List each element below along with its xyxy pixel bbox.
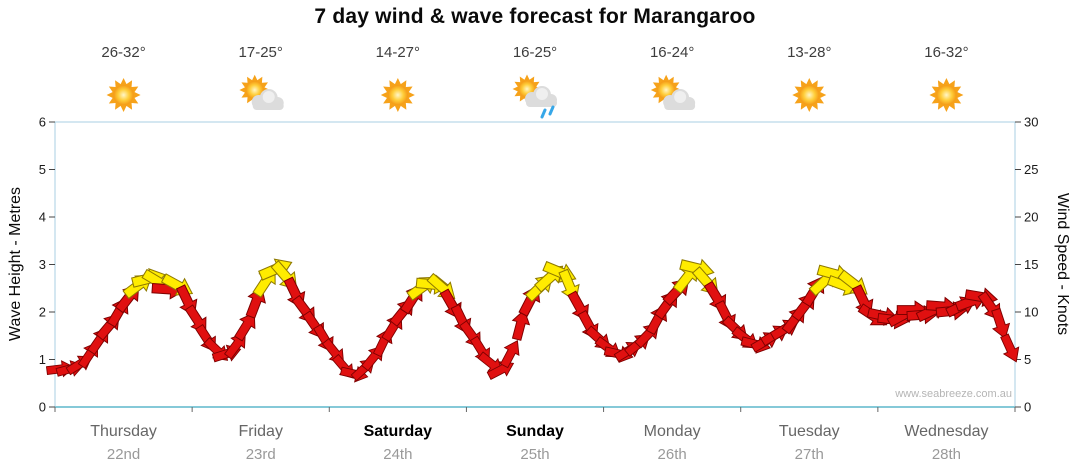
chart-title: 7 day wind & wave forecast for Marangaro…	[314, 5, 756, 28]
day-temp: 16-24°	[650, 44, 694, 61]
left-tick-label: 4	[39, 210, 46, 225]
day-temp: 26-32°	[101, 44, 145, 61]
date-label: 23rd	[246, 446, 276, 463]
left-tick-label: 0	[39, 400, 46, 415]
left-tick-label: 5	[39, 162, 46, 177]
right-tick-label: 30	[1024, 115, 1038, 130]
right-tick-label: 0	[1024, 400, 1031, 415]
left-tick-label: 3	[39, 257, 46, 272]
date-label: 22nd	[107, 446, 140, 463]
day-temp: 14-27°	[376, 44, 420, 61]
day-label: Sunday	[506, 423, 564, 440]
rain-drop-glyph	[548, 105, 555, 116]
sunny-icon	[106, 78, 141, 112]
day-label: Tuesday	[779, 423, 840, 440]
right-tick-label: 10	[1024, 305, 1038, 320]
partly-cloudy-icon	[650, 74, 696, 110]
left-tick-label: 6	[39, 115, 46, 130]
date-label: 26th	[658, 446, 687, 463]
day-label: Wednesday	[904, 423, 988, 440]
sun-glyph	[380, 78, 415, 112]
day-temp: 16-32°	[924, 44, 968, 61]
partly-cloudy-icon	[239, 74, 284, 110]
cloud-glyph	[525, 86, 557, 107]
date-label: 24th	[383, 446, 412, 463]
right-tick-label: 25	[1024, 162, 1038, 177]
day-temp: 17-25°	[239, 44, 283, 61]
wind-arrow	[1000, 333, 1020, 363]
watermark: www.seabreeze.com.au	[895, 388, 1012, 400]
wind-arrow	[511, 309, 531, 341]
date-label: 28th	[932, 446, 961, 463]
date-label: 27th	[795, 446, 824, 463]
sun-glyph	[792, 78, 827, 112]
day-temp: 13-28°	[787, 44, 831, 61]
wind-arrow	[499, 339, 520, 369]
left-tick-label: 2	[39, 305, 46, 320]
cloud-glyph	[663, 89, 696, 110]
day-label: Saturday	[364, 423, 433, 440]
plot-border	[54, 121, 1016, 408]
day-label: Thursday	[90, 423, 157, 440]
right-tick-label: 15	[1024, 257, 1038, 272]
wind-arrow	[991, 307, 1011, 340]
sun-glyph	[106, 78, 141, 112]
right-tick-label: 20	[1024, 210, 1038, 225]
rain-showers-icon	[512, 74, 557, 119]
wind-arrow-series	[45, 258, 1020, 383]
sunny-icon	[929, 78, 964, 112]
sunny-icon	[380, 78, 415, 112]
day-temp: 16-25°	[513, 44, 557, 61]
day-label: Friday	[238, 423, 282, 440]
sun-glyph	[929, 78, 964, 112]
right-tick-label: 5	[1024, 352, 1031, 367]
cloud-glyph	[251, 89, 284, 110]
sunny-icon	[792, 78, 827, 112]
rain-drop-glyph	[540, 108, 547, 119]
date-label: 25th	[520, 446, 549, 463]
wind-arrow	[234, 312, 256, 342]
day-label: Monday	[644, 423, 701, 440]
left-tick-label: 1	[39, 352, 46, 367]
